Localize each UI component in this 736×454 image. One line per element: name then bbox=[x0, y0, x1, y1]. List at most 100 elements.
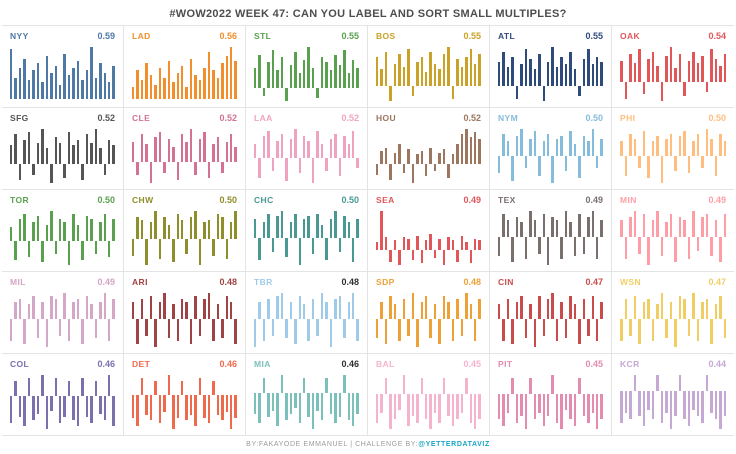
bar[interactable] bbox=[564, 156, 568, 171]
bar[interactable] bbox=[112, 65, 115, 99]
team-panel-bal[interactable]: BAL 0.45 bbox=[368, 354, 490, 436]
bar[interactable] bbox=[325, 238, 328, 260]
bar[interactable] bbox=[638, 236, 641, 254]
bar[interactable] bbox=[714, 58, 717, 83]
bar[interactable] bbox=[289, 138, 293, 159]
bar[interactable] bbox=[149, 222, 153, 240]
bar[interactable] bbox=[27, 79, 31, 99]
bar[interactable] bbox=[683, 298, 686, 319]
bar[interactable] bbox=[347, 301, 350, 319]
bar[interactable] bbox=[258, 393, 261, 423]
team-panel-chc[interactable]: CHC 0.50 bbox=[246, 190, 368, 272]
bar[interactable] bbox=[429, 394, 432, 429]
bar[interactable] bbox=[376, 164, 379, 175]
bar[interactable] bbox=[416, 154, 419, 165]
bar[interactable] bbox=[334, 298, 337, 319]
bar[interactable] bbox=[424, 240, 428, 251]
bar[interactable] bbox=[63, 221, 66, 241]
bar[interactable] bbox=[63, 396, 66, 417]
bar[interactable] bbox=[271, 393, 275, 411]
bar[interactable] bbox=[136, 70, 139, 99]
bar[interactable] bbox=[600, 138, 603, 156]
bar[interactable] bbox=[651, 51, 654, 83]
bar[interactable] bbox=[660, 390, 663, 423]
bar[interactable] bbox=[420, 56, 423, 87]
bar[interactable] bbox=[665, 390, 668, 414]
bar[interactable] bbox=[678, 216, 681, 237]
bar[interactable] bbox=[294, 393, 297, 408]
bar[interactable] bbox=[719, 65, 722, 83]
bar[interactable] bbox=[185, 239, 188, 254]
bar[interactable] bbox=[442, 295, 446, 319]
bar[interactable] bbox=[451, 154, 455, 165]
bar[interactable] bbox=[76, 61, 80, 99]
bar[interactable] bbox=[132, 141, 135, 163]
bar[interactable] bbox=[149, 394, 153, 421]
bar[interactable] bbox=[154, 318, 157, 347]
bar[interactable] bbox=[14, 240, 17, 260]
bar[interactable] bbox=[416, 61, 419, 87]
bar[interactable] bbox=[14, 77, 17, 99]
bar[interactable] bbox=[67, 75, 71, 99]
bar[interactable] bbox=[50, 396, 53, 411]
bar[interactable] bbox=[473, 238, 477, 251]
bar[interactable] bbox=[710, 138, 713, 156]
bar[interactable] bbox=[185, 394, 188, 421]
bar[interactable] bbox=[329, 70, 333, 89]
bar[interactable] bbox=[343, 49, 346, 89]
bar[interactable] bbox=[225, 141, 228, 163]
bar[interactable] bbox=[376, 394, 379, 423]
team-panel-kcr[interactable]: KCR 0.44 bbox=[612, 354, 734, 436]
bar[interactable] bbox=[285, 393, 288, 420]
bar[interactable] bbox=[10, 145, 13, 165]
bar[interactable] bbox=[99, 396, 102, 414]
bar[interactable] bbox=[320, 393, 324, 420]
bar[interactable] bbox=[502, 51, 505, 87]
bar[interactable] bbox=[347, 72, 350, 89]
bar[interactable] bbox=[393, 394, 397, 420]
bar[interactable] bbox=[85, 134, 89, 165]
bar[interactable] bbox=[524, 156, 528, 169]
bar[interactable] bbox=[185, 86, 188, 99]
bar[interactable] bbox=[90, 396, 93, 423]
bar[interactable] bbox=[85, 216, 89, 241]
bar[interactable] bbox=[402, 66, 406, 87]
bar[interactable] bbox=[103, 72, 106, 99]
bar[interactable] bbox=[207, 293, 211, 319]
bar[interactable] bbox=[343, 216, 346, 238]
bar[interactable] bbox=[23, 58, 26, 99]
bar[interactable] bbox=[262, 378, 266, 393]
bar[interactable] bbox=[140, 219, 144, 240]
bar[interactable] bbox=[221, 394, 224, 421]
bar[interactable] bbox=[389, 86, 392, 101]
bar[interactable] bbox=[81, 378, 84, 396]
bar[interactable] bbox=[629, 318, 632, 336]
bar[interactable] bbox=[172, 304, 175, 319]
bar[interactable] bbox=[402, 375, 406, 395]
bar[interactable] bbox=[380, 211, 383, 251]
bar[interactable] bbox=[393, 64, 397, 87]
bar[interactable] bbox=[154, 211, 157, 240]
bar[interactable] bbox=[216, 77, 220, 99]
bar[interactable] bbox=[560, 136, 563, 156]
bar[interactable] bbox=[465, 242, 468, 251]
bar[interactable] bbox=[678, 136, 681, 156]
bar[interactable] bbox=[420, 250, 423, 264]
bar[interactable] bbox=[595, 318, 599, 342]
bar[interactable] bbox=[723, 141, 726, 156]
bar[interactable] bbox=[647, 236, 650, 265]
bar[interactable] bbox=[94, 381, 98, 396]
bar[interactable] bbox=[719, 390, 722, 429]
team-bar-chart[interactable] bbox=[10, 47, 115, 101]
bar[interactable] bbox=[564, 211, 568, 237]
bar[interactable] bbox=[656, 65, 659, 83]
bar[interactable] bbox=[529, 304, 532, 319]
bar[interactable] bbox=[229, 222, 233, 240]
bar[interactable] bbox=[520, 295, 523, 319]
bar[interactable] bbox=[511, 236, 514, 263]
bar[interactable] bbox=[460, 134, 464, 165]
bar[interactable] bbox=[629, 133, 632, 156]
bar[interactable] bbox=[542, 141, 545, 156]
bar[interactable] bbox=[714, 219, 717, 237]
bar[interactable] bbox=[578, 378, 581, 395]
